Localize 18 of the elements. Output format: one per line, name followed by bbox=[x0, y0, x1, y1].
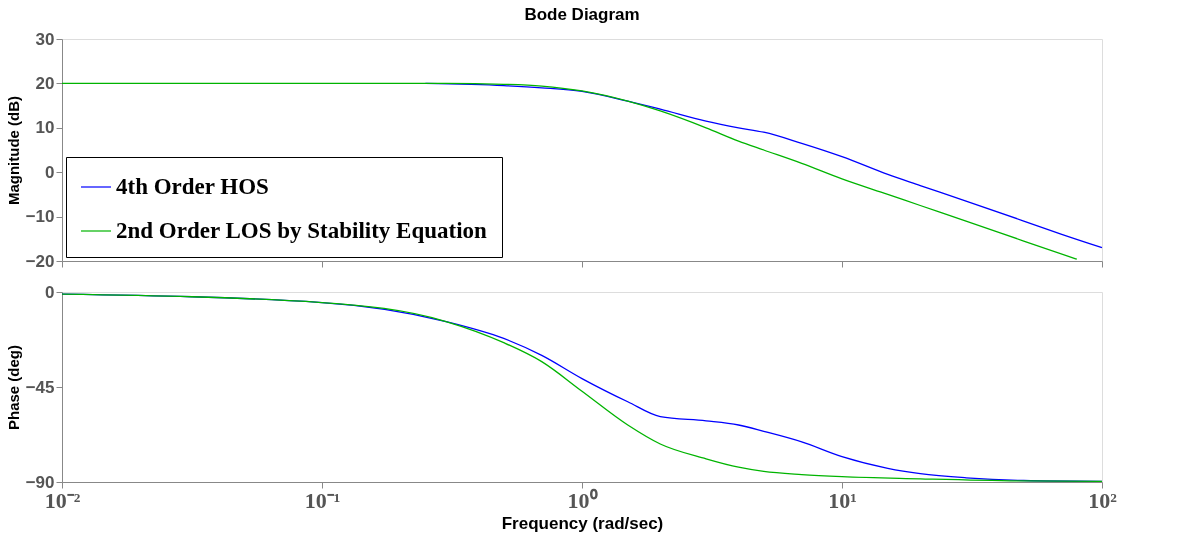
legend-label: 2nd Order LOS by Stability Equation bbox=[116, 218, 488, 243]
x-tick-label: 10² bbox=[1088, 487, 1118, 513]
y-tick-label: 10 bbox=[35, 118, 55, 138]
chart-title: Bode Diagram bbox=[524, 5, 640, 24]
x-axis-title: Frequency (rad/sec) bbox=[501, 513, 664, 533]
x-tick-label: 10⁻¹ bbox=[304, 487, 341, 513]
y-tick-label: 0 bbox=[45, 282, 55, 302]
y-axis-title: Phase (deg) bbox=[4, 344, 22, 431]
y-axis-title: Magnitude (dB) bbox=[4, 95, 22, 206]
legend-label: 4th Order HOS bbox=[116, 174, 269, 199]
y-tick-label: −20 bbox=[25, 251, 55, 271]
y-tick-label: 0 bbox=[45, 162, 55, 182]
y-tick-label: −10 bbox=[25, 207, 55, 227]
x-tick-label: 10⁰ bbox=[567, 487, 598, 513]
y-tick-label: 30 bbox=[35, 29, 55, 49]
y-tick-label: −45 bbox=[25, 377, 55, 397]
y-tick-label: 20 bbox=[35, 73, 55, 93]
x-tick-label: 10¹ bbox=[828, 487, 857, 513]
